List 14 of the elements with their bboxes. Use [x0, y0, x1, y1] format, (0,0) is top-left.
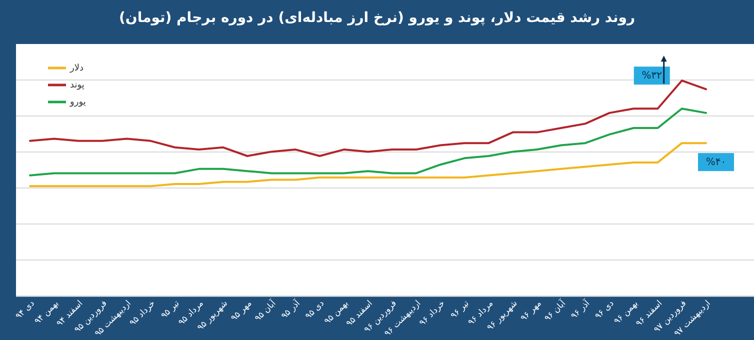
- x-tick-label: مهر ۹۶: [519, 298, 544, 324]
- legend-label: یورو: [69, 97, 86, 108]
- x-tick-label: مهر ۹۵: [229, 298, 254, 324]
- x-tick-label: تیر ۹۵: [159, 298, 182, 321]
- legend-label: پوند: [70, 80, 85, 90]
- x-tick-label: تیر ۹۶: [449, 298, 472, 321]
- x-tick-label: آذر ۹۶: [568, 298, 592, 322]
- annotation: %۳۲: [642, 70, 662, 82]
- x-tick-label: آبان ۹۶: [542, 298, 568, 324]
- x-tick-label: آبان ۹۵: [252, 298, 279, 324]
- annotation: %۴۰: [706, 156, 726, 168]
- chart-title: روند رشد قیمت دلار، پوند و یورو (نرخ ارز مبادله‌ای) در دوره برجام (تومان): [118, 10, 636, 26]
- x-tick-label: آذر ۹۵: [278, 298, 303, 322]
- legend-label: دلار: [69, 63, 84, 74]
